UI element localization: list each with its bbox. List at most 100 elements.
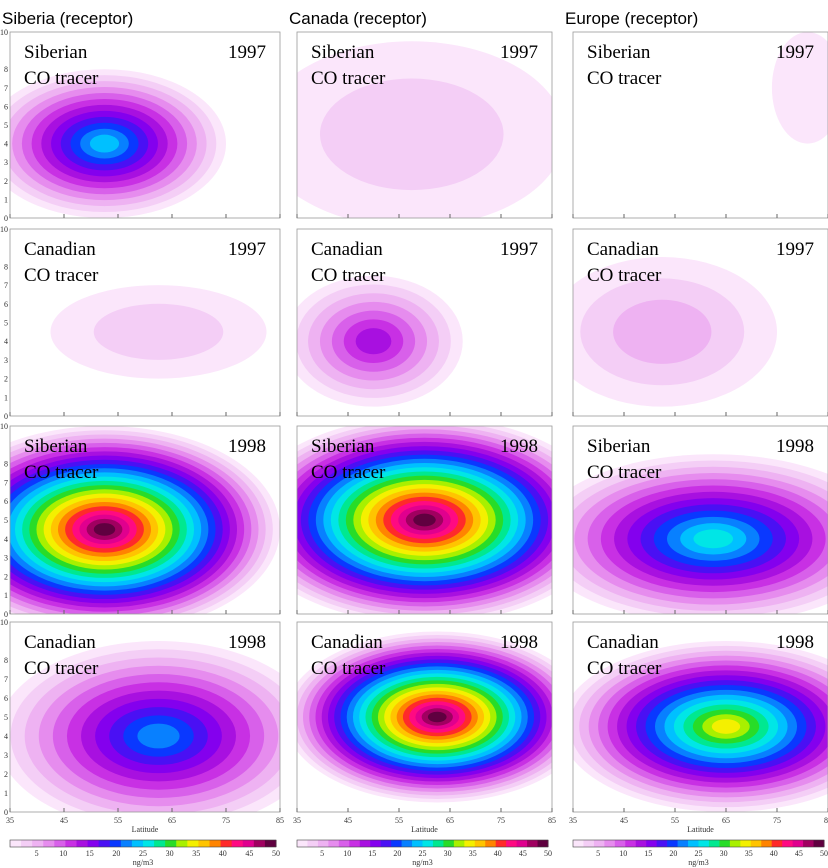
- colorbar-swatch: [667, 840, 679, 847]
- colorbar-swatch: [359, 840, 371, 847]
- colorbar-tick-label: 20: [393, 849, 401, 858]
- tracer-label: CO tracer: [587, 68, 662, 89]
- contour-band: [693, 529, 734, 549]
- colorbar-tick-label: 40: [770, 849, 778, 858]
- y-tick-label: 10: [0, 422, 8, 431]
- x-tick-label: 65: [168, 816, 176, 825]
- colorbar-tick-label: 20: [669, 849, 677, 858]
- year-label: 1997: [776, 42, 814, 63]
- colorbar-swatch: [209, 840, 222, 847]
- colorbar-tick-label: 25: [139, 849, 147, 858]
- colorbar-swatch: [677, 840, 689, 847]
- colorbar-swatch: [573, 840, 584, 847]
- colorbar-swatch: [453, 840, 465, 847]
- y-tick-label: 7: [4, 281, 8, 290]
- colorbar-tick-label: 10: [343, 849, 351, 858]
- y-tick-label: 1: [4, 195, 8, 204]
- tracer-label: CO tracer: [311, 265, 386, 286]
- colorbar-swatch: [76, 840, 89, 847]
- panel: [297, 275, 463, 407]
- x-tick-label: 55: [671, 816, 679, 825]
- colorbar-swatch: [32, 840, 44, 847]
- colorbar-tick-label: 5: [596, 849, 600, 858]
- contour-band: [771, 32, 828, 144]
- colorbar-swatch: [349, 840, 361, 847]
- x-axis-label: Latitude: [411, 825, 438, 834]
- y-tick-label: 2: [4, 770, 8, 779]
- colorbar-swatch: [604, 840, 616, 847]
- contour-band: [93, 303, 224, 360]
- tracer-label: CO tracer: [24, 68, 99, 89]
- tracer-label: Canadian: [311, 632, 383, 653]
- contour-band: [137, 723, 180, 749]
- tracer-label: CO tracer: [311, 68, 386, 89]
- colorbar-swatch: [242, 840, 255, 847]
- panel: [573, 454, 828, 614]
- y-tick-label: 6: [4, 102, 8, 111]
- colorbar-swatch: [98, 840, 111, 847]
- y-tick-label: 2: [4, 177, 8, 186]
- colorbar-swatch: [264, 840, 277, 847]
- colorbar-swatch: [516, 840, 528, 847]
- colorbar-tick-label: 50: [544, 849, 552, 858]
- year-label: 1998: [228, 632, 266, 653]
- tracer-label: Canadian: [24, 239, 96, 260]
- panel: [771, 32, 828, 144]
- colorbar-swatch: [635, 840, 647, 847]
- colorbar-swatch: [750, 840, 762, 847]
- colorbar-swatch: [495, 840, 507, 847]
- tracer-label: Canadian: [587, 632, 659, 653]
- y-tick-label: 8: [4, 65, 8, 74]
- tracer-label: Canadian: [24, 632, 96, 653]
- contour-band: [89, 134, 120, 153]
- year-label: 1997: [500, 42, 538, 63]
- colorbar-swatch: [813, 840, 825, 847]
- colorbar-frame: [572, 839, 825, 848]
- year-label: 1997: [228, 42, 266, 63]
- y-tick-label: 0: [4, 214, 8, 223]
- y-tick-label: 0: [4, 610, 8, 619]
- colorbar-swatch: [21, 840, 33, 847]
- panel: [10, 641, 280, 812]
- colorbar-swatch: [143, 840, 155, 847]
- y-tick-label: 5: [4, 319, 8, 328]
- panel-frame: [572, 425, 828, 615]
- colorbar-unit: ng/m3: [133, 858, 153, 867]
- colorbar-swatch: [165, 840, 177, 847]
- x-tick-label: 35: [293, 816, 301, 825]
- colorbar-tick-label: 15: [644, 849, 652, 858]
- y-tick-label: 10: [0, 28, 8, 37]
- colorbar-frame: [296, 839, 549, 848]
- colorbar-swatch: [338, 840, 350, 847]
- y-tick-label: 1: [4, 591, 8, 600]
- colorbar-unit: ng/m3: [412, 858, 432, 867]
- colorbar-swatch: [803, 840, 815, 847]
- contour-band: [355, 328, 392, 355]
- colorbar-tick-label: 35: [745, 849, 753, 858]
- contour-band: [711, 719, 741, 734]
- panel-frame: [296, 621, 553, 813]
- panel-frame: [572, 31, 828, 219]
- x-tick-label: 35: [569, 816, 577, 825]
- x-axis-label: Latitude: [687, 825, 714, 834]
- y-tick-label: 2: [4, 572, 8, 581]
- colorbar-tick-label: 45: [519, 849, 527, 858]
- colorbar-tick-label: 50: [820, 849, 828, 858]
- colorbar-tick-label: 35: [192, 849, 200, 858]
- colorbar-swatch: [527, 840, 539, 847]
- x-tick-label: 75: [497, 816, 505, 825]
- colorbar-swatch: [422, 840, 434, 847]
- panel: [10, 426, 280, 614]
- panel-frame: [296, 31, 553, 219]
- x-tick-label: 85: [276, 816, 284, 825]
- colorbar-swatch: [54, 840, 66, 847]
- colorbar-swatch: [154, 840, 166, 847]
- colorbar-tick-label: 10: [59, 849, 67, 858]
- panel: [50, 285, 267, 379]
- colorbar-swatch: [506, 840, 518, 847]
- colorbar-swatch: [412, 840, 423, 847]
- colorbar-swatch: [485, 840, 497, 847]
- colorbar-swatch: [782, 840, 794, 847]
- colorbar-swatch: [656, 840, 668, 847]
- y-tick-label: 8: [4, 460, 8, 469]
